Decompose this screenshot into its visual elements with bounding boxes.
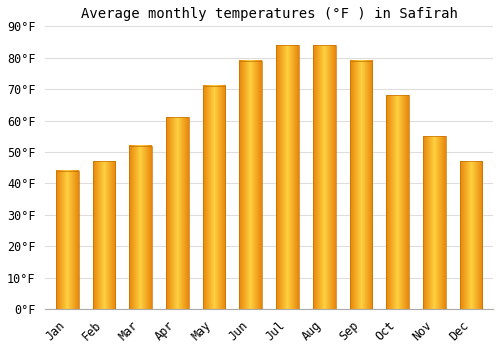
Bar [386,96,409,309]
Bar [202,86,226,309]
Bar [276,45,299,309]
Bar [460,161,482,309]
Title: Average monthly temperatures (°F ) in Safīrah: Average monthly temperatures (°F ) in Sa… [80,7,458,21]
Bar [423,136,446,309]
Bar [313,45,336,309]
Bar [56,171,78,309]
Bar [240,61,262,309]
Bar [166,117,188,309]
Bar [350,61,372,309]
Bar [129,146,152,309]
Bar [92,161,116,309]
